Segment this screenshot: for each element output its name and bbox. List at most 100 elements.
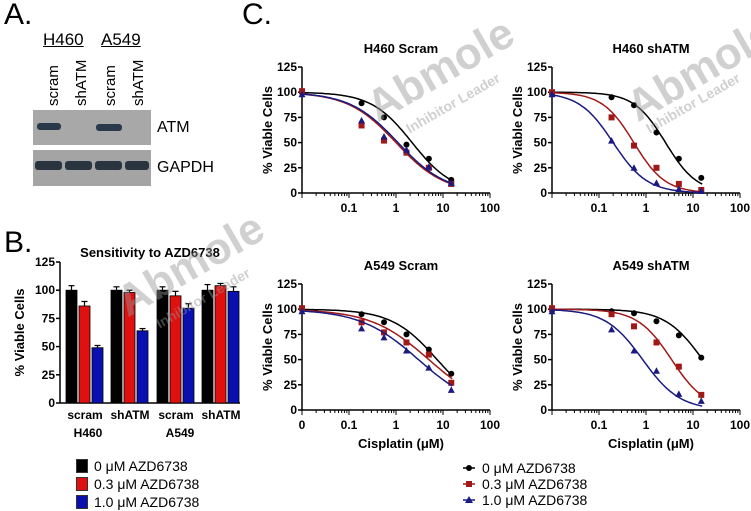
data-point — [653, 339, 660, 346]
y-tick-label: 125 — [277, 60, 297, 74]
data-point — [548, 90, 556, 98]
chart-title: Sensitivity to AZD6738 — [80, 245, 220, 260]
data-point — [652, 179, 660, 186]
x-tick-label: 10 — [436, 418, 450, 432]
fit-curve — [552, 308, 703, 397]
data-point — [697, 397, 705, 404]
fit-curve — [552, 91, 703, 185]
y-tick-label: 0 — [290, 186, 297, 200]
lane-label: shATM — [73, 59, 90, 106]
atm-band — [96, 124, 122, 131]
bar — [201, 289, 214, 404]
data-point — [425, 163, 433, 170]
legend-item: 0.3 μM AZD6738 — [462, 476, 587, 492]
chart-title: A549 Scram — [364, 260, 438, 273]
y-axis-label: % Viable Cells — [260, 86, 275, 174]
data-point — [675, 155, 682, 162]
triangle-marker-icon — [463, 496, 475, 503]
y-tick-label: 100 — [277, 302, 297, 316]
gapdh-band — [35, 161, 62, 170]
gapdh-band — [95, 161, 122, 170]
bar — [136, 330, 149, 404]
x-tick-label: 0.1 — [591, 201, 608, 215]
data-point — [381, 137, 388, 144]
legend-item: 1.0 μM AZD6738 — [462, 492, 587, 508]
y-tick-label: 125 — [527, 277, 547, 291]
x-tick-label: scram — [158, 408, 193, 422]
bar — [169, 295, 182, 404]
bar-chart: Sensitivity to AZD6738 0 25 50 75 100 125 % Via… — [12, 245, 241, 440]
fit-curve — [301, 93, 453, 185]
data-point — [697, 187, 705, 194]
y-tick-label: 50 — [284, 136, 298, 150]
x-axis-label: Cisplatin (μM) — [358, 436, 444, 451]
y-tick-label: 50 — [534, 353, 548, 367]
y-tick-label: 25 — [534, 378, 548, 392]
data-point — [653, 318, 660, 325]
blot-gapdh — [33, 150, 151, 186]
x-tick-label: 10 — [436, 201, 450, 215]
data-point — [403, 331, 410, 338]
data-point — [631, 142, 638, 149]
data-point — [608, 325, 616, 333]
y-axis-label: % Viable Cells — [12, 289, 27, 377]
data-point — [675, 185, 683, 192]
bar — [78, 305, 91, 404]
dose-response-h460-scram: H460 Scram 0 25 50 75 100 125 0.1 1 10 100 Cisplati… — [260, 41, 500, 220]
atm-band — [37, 123, 61, 130]
x-tick-label: 1 — [643, 418, 650, 432]
data-point — [403, 141, 410, 148]
y-tick-label: 75 — [284, 110, 298, 124]
data-point — [358, 311, 365, 318]
legend-label: 0.3 μM AZD6738 — [482, 476, 588, 492]
dose-response-a549-scram: A549 Scram 0 25 50 75 100 125 0 0.1 1 10 100 Cisplat… — [260, 260, 500, 451]
bar — [65, 289, 78, 404]
y-tick-label: 100 — [35, 283, 55, 297]
bar — [227, 290, 240, 404]
data-point — [448, 379, 455, 386]
data-point — [425, 155, 432, 162]
data-point — [403, 149, 410, 156]
cell-line-label-a549: A549 — [101, 30, 141, 49]
y-tick-label: 125 — [35, 255, 55, 269]
data-point — [630, 164, 638, 171]
legend-c: 0 μM AZD6738 0.3 μM AZD6738 1.0 μM AZD67… — [462, 460, 587, 508]
data-point — [653, 129, 660, 136]
y-tick-label: 25 — [42, 368, 56, 382]
x-tick-label: 0.1 — [591, 418, 608, 432]
square-marker-icon — [463, 481, 475, 487]
dose-response-a549-shatm: A549 shATM 0 25 50 75 100 125 0.1 1 10 100 Cisplati… — [510, 260, 750, 451]
data-point — [447, 386, 455, 393]
y-tick-label: 75 — [534, 110, 548, 124]
x-tick-label: 0.1 — [341, 418, 358, 432]
x-tick-label: 100 — [730, 201, 750, 215]
data-point — [652, 367, 660, 374]
data-point — [631, 102, 638, 109]
chart-title: H460 Scram — [364, 41, 438, 56]
y-tick-label: 75 — [534, 327, 548, 341]
y-tick-label: 125 — [277, 277, 297, 291]
x-tick-label: 1 — [643, 201, 650, 215]
x-tick-label: scram — [67, 408, 102, 422]
legend-label: 1.0 μM AZD6738 — [94, 494, 200, 510]
data-point — [698, 391, 705, 398]
y-tick-label: 25 — [534, 161, 548, 175]
x-axis-label: Cisplatin (μM) — [608, 219, 694, 220]
y-tick-label: 50 — [284, 353, 298, 367]
y-tick-label: 75 — [42, 311, 56, 325]
x-tick-label: 1 — [393, 201, 400, 215]
data-point — [402, 347, 410, 354]
data-point — [381, 319, 388, 326]
data-point — [381, 114, 388, 121]
data-point — [447, 179, 455, 186]
chart-title: A549 shATM — [612, 260, 689, 273]
lane-label: scram — [45, 65, 62, 106]
gapdh-band — [65, 161, 92, 170]
y-axis-label: % Viable Cells — [510, 86, 525, 174]
data-point — [380, 133, 388, 140]
y-tick-label: 0 — [48, 396, 55, 410]
bar — [156, 289, 169, 404]
chart-title: H460 shATM — [612, 41, 689, 56]
y-tick-label: 50 — [534, 136, 548, 150]
x-tick-label: 1 — [393, 418, 400, 432]
